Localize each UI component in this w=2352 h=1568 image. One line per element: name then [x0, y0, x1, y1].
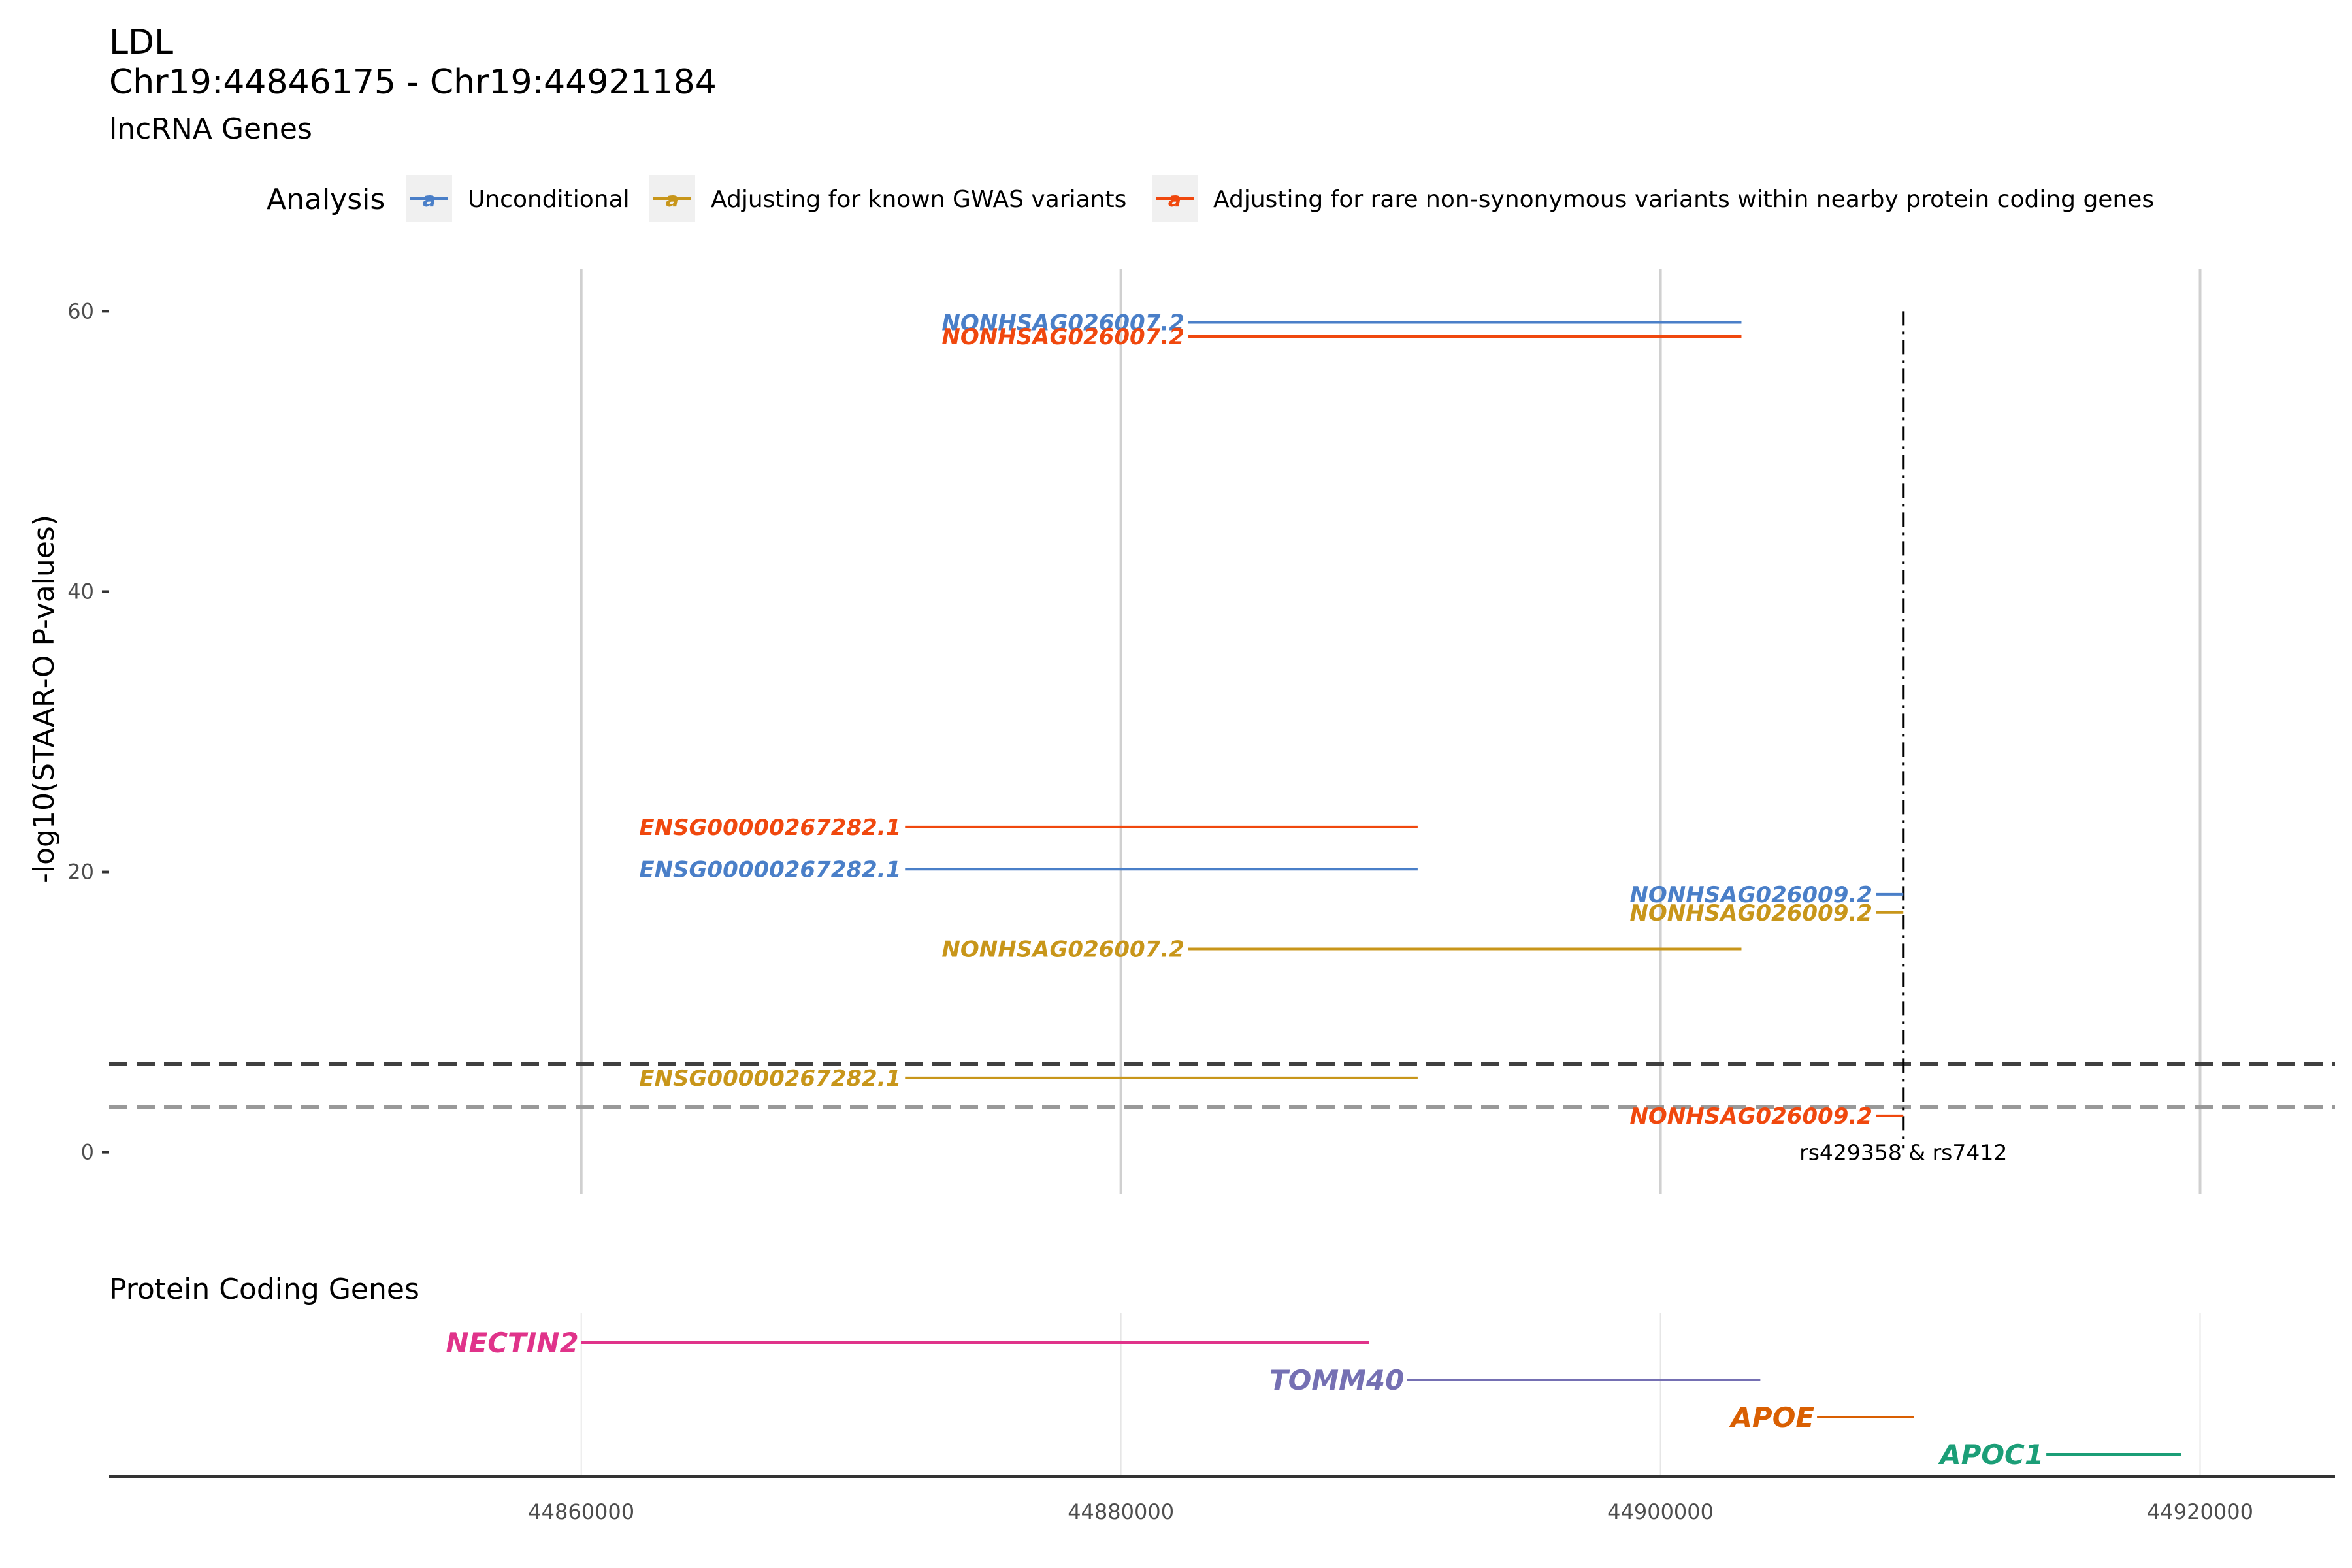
- protein-gene-segments: NECTIN2 TOMM40 APOE APOC1: [446, 1327, 2181, 1471]
- legend-key-glyph: a: [1168, 189, 1181, 212]
- y-tick-label: 60: [67, 299, 94, 323]
- x-tick-label: 44860000: [528, 1499, 634, 1524]
- legend-label-3: Adjusting for rare non-synonymous varian…: [1213, 186, 2154, 213]
- gene-label-ensg00000267282-1: ENSG00000267282.1: [639, 857, 901, 883]
- gene-label-nonhsag026009-2: NONHSAG026009.2: [1629, 900, 1872, 926]
- gene-label-nonhsag026009-2: NONHSAG026009.2: [1629, 882, 1872, 908]
- x-gridlines-protein: [580, 1313, 2201, 1477]
- protein-gene-label-apoc1: APOC1: [1938, 1439, 2044, 1471]
- legend-item-2: a Adjusting for known GWAS variants: [649, 175, 1126, 222]
- gene-label-nonhsag026007-2: NONHSAG026007.2: [941, 324, 1184, 350]
- legend-item-3: a Adjusting for rare non-synonymous varia…: [1152, 175, 2154, 222]
- legend-title: Analysis: [267, 183, 385, 216]
- legend-item-1: a Unconditional: [406, 175, 630, 222]
- y-tick-label: 40: [67, 579, 94, 604]
- protein-gene-label-apoe: APOE: [1729, 1401, 1814, 1433]
- legend: Analysis a Unconditional a Adjusting for kn…: [267, 175, 2154, 222]
- x-tick-label: 44920000: [2147, 1499, 2253, 1524]
- legend-key-glyph: a: [666, 189, 679, 212]
- x-tick-label: 44880000: [1068, 1499, 1174, 1524]
- legend-key-glyph: a: [423, 189, 436, 212]
- chart-title: LDL: [109, 23, 173, 62]
- marker-label: rs429358 & rs7412: [1799, 1140, 2007, 1166]
- gene-label-nonhsag026007-2: NONHSAG026007.2: [941, 937, 1184, 963]
- panel-title-lncrna: lncRNA Genes: [109, 112, 312, 146]
- gene-label-ensg00000267282-1: ENSG00000267282.1: [639, 815, 901, 841]
- protein-gene-label-nectin2: NECTIN2: [446, 1327, 578, 1359]
- gene-segments: [905, 321, 1904, 1117]
- y-axis-title: -log10(STAAR-O P-values): [27, 515, 61, 883]
- y-tick-label: 20: [67, 860, 94, 885]
- protein-gene-label-tomm40: TOMM40: [1269, 1364, 1404, 1396]
- lncrna-panel: rs429358 & rs7412 NONHSAG026007.2NONHSAG…: [27, 269, 2335, 1194]
- gene-label-nonhsag026007-2: NONHSAG026007.2: [941, 310, 1184, 336]
- variant-marker: rs429358 & rs7412: [1799, 311, 2007, 1166]
- legend-label-1: Unconditional: [468, 186, 630, 213]
- y-tick-label: 0: [81, 1140, 94, 1165]
- legend-label-2: Adjusting for known GWAS variants: [711, 186, 1126, 213]
- gene-label-nonhsag026009-2: NONHSAG026009.2: [1629, 1103, 1872, 1130]
- y-axis: 0 20 40 60: [67, 299, 109, 1165]
- gene-label-ensg00000267282-1: ENSG00000267282.1: [639, 1066, 901, 1092]
- x-gridlines: [580, 269, 2202, 1194]
- gene-labels: NONHSAG026007.2NONHSAG026007.2ENSG000002…: [639, 310, 1872, 1130]
- panel-title-protein-coding: Protein Coding Genes: [109, 1273, 419, 1306]
- chart-region: Chr19:44846175 - Chr19:44921184: [109, 63, 717, 102]
- significance-thresholds: [109, 1062, 2335, 1109]
- x-axis: 44860000 44880000 44900000 44920000: [109, 1475, 2335, 1524]
- x-tick-label: 44900000: [1607, 1499, 1714, 1524]
